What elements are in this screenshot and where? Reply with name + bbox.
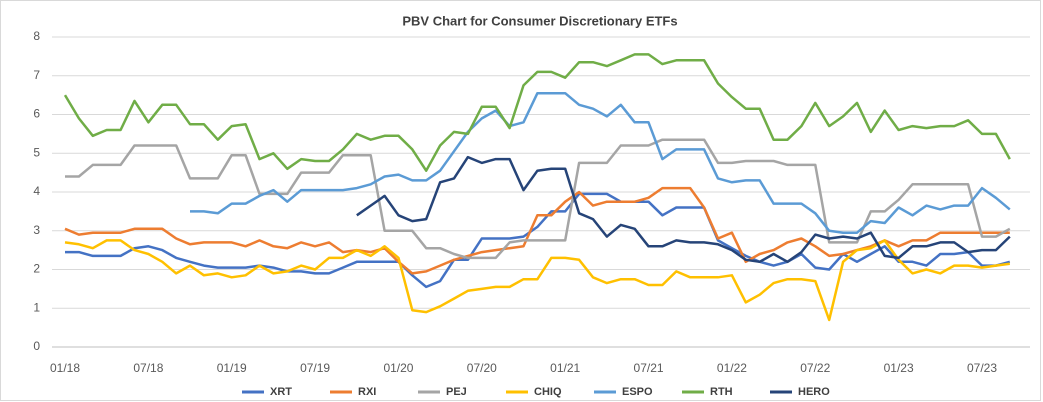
legend-label: ESPO (622, 386, 653, 398)
line-series (356, 155, 1011, 264)
legend-label: HERO (798, 386, 830, 398)
y-tick-label: 7 (33, 68, 40, 82)
y-tick-label: 8 (33, 29, 40, 43)
legend-label: CHIQ (534, 386, 562, 398)
line-series (64, 239, 1010, 322)
legend-label: RXI (358, 386, 376, 398)
x-tick-label: 01/19 (217, 361, 247, 375)
line-series (64, 186, 1010, 275)
x-tick-label: 07/23 (967, 361, 997, 375)
legend-label: PEJ (446, 386, 467, 398)
chart-title: PBV Chart for Consumer Discretionary ETF… (402, 13, 677, 28)
x-tick-label: 07/22 (800, 361, 830, 375)
y-tick-label: 4 (33, 184, 40, 198)
x-tick-label: 01/22 (717, 361, 747, 375)
y-tick-label: 0 (33, 339, 40, 353)
x-tick-label: 01/23 (884, 361, 914, 375)
x-tick-label: 01/20 (383, 361, 413, 375)
line-series (65, 138, 1011, 260)
x-tick-label: 07/18 (133, 361, 163, 375)
legend-label: XRT (270, 386, 292, 398)
x-tick-label: 01/18 (50, 361, 80, 375)
y-tick-label: 3 (33, 223, 40, 237)
legend-label: RTH (710, 386, 733, 398)
x-tick-label: 07/19 (300, 361, 330, 375)
x-tick-label: 07/20 (467, 361, 497, 375)
y-tick-label: 5 (33, 145, 40, 159)
y-tick-label: 6 (33, 107, 40, 121)
y-tick-label: 1 (33, 300, 40, 314)
y-tick-label: 2 (33, 262, 40, 276)
x-tick-label: 01/21 (550, 361, 580, 375)
line-series (65, 192, 1011, 289)
x-tick-label: 07/21 (634, 361, 664, 375)
line-series (63, 53, 1011, 172)
line-series (190, 91, 1011, 234)
